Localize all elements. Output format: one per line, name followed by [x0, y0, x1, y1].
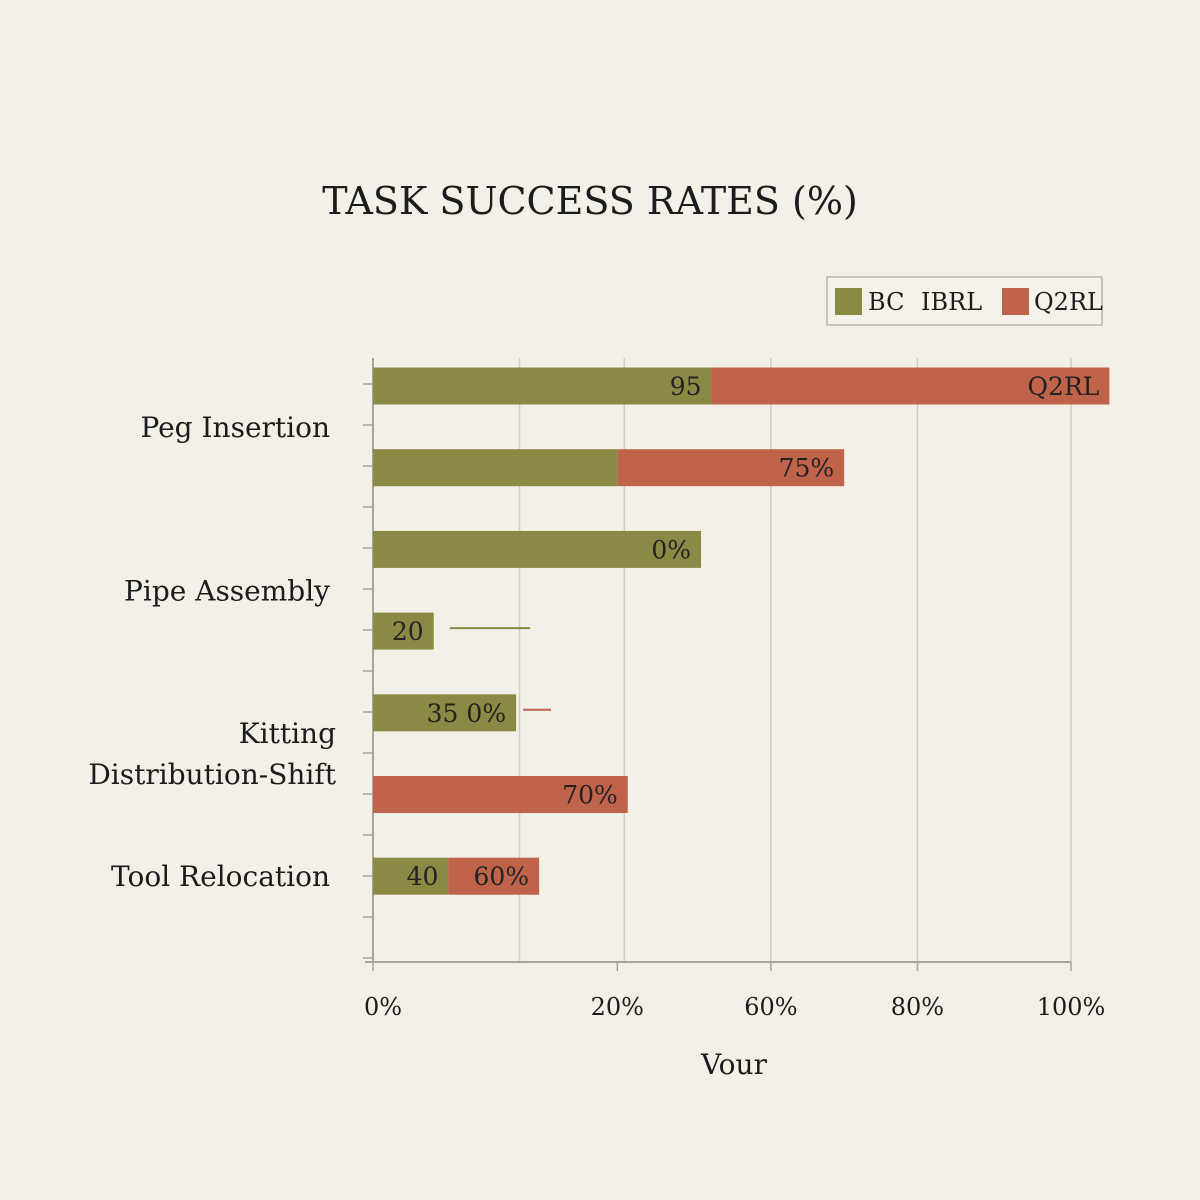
data-label: 0% — [651, 535, 691, 564]
data-label: 70% — [562, 781, 618, 810]
bars: 95 Q2RL 75% 0% 20 35 0% 70% 40 60% — [373, 367, 1110, 895]
data-label: 20 — [392, 617, 424, 646]
bar-segment-q2rl — [373, 776, 628, 813]
data-label: 95 — [670, 372, 702, 401]
bar-segment-bc — [373, 612, 434, 650]
legend-swatch-q2rl — [1002, 288, 1029, 315]
legend-label-ibrl: IBRL — [921, 288, 982, 316]
data-label: 60% — [474, 862, 530, 891]
bar-segment-bc — [373, 857, 449, 895]
category-label: Distribution-Shift — [88, 758, 336, 791]
bar-segment-q2rl — [448, 857, 540, 895]
bar-segment-q2rl — [711, 367, 1110, 405]
category-label: Peg Insertion — [141, 411, 331, 444]
category-label: Kitting — [239, 717, 336, 750]
x-tick-label: 100% — [1037, 993, 1106, 1021]
data-label: 40 — [407, 862, 439, 891]
bar-segment-bc — [373, 530, 702, 568]
legend-box — [826, 276, 1103, 326]
x-tick-label: 60% — [744, 993, 797, 1021]
chart-title: TASK SUCCESS RATES (%) — [322, 179, 858, 223]
category-label: Tool Relocation — [111, 860, 330, 893]
x-tick-label: 20% — [591, 993, 644, 1021]
legend-label-q2rl: Q2RL — [1034, 288, 1103, 316]
bar-segment-bc — [373, 449, 618, 487]
bar-segment-bc — [373, 367, 712, 405]
bar-segment-q2rl — [617, 449, 845, 487]
bar-segment-bc — [373, 694, 517, 732]
category-label: Pipe Assembly — [124, 574, 330, 607]
data-label: 35 0% — [427, 699, 506, 728]
category-labels: Peg Insertion Pipe Assembly Kitting Distrib… — [88, 411, 336, 893]
grid — [518, 358, 1072, 962]
x-tick-label: 0% — [364, 993, 402, 1021]
data-label: 75% — [779, 454, 835, 483]
legend: BC IBRL Q2RL — [826, 276, 1103, 326]
data-label: Q2RL — [1028, 372, 1100, 401]
x-axis-label: Vour — [700, 1048, 768, 1081]
legend-swatch-bc — [835, 288, 862, 315]
x-tick-label: 80% — [891, 993, 944, 1021]
legend-label-bc: BC — [868, 288, 904, 316]
